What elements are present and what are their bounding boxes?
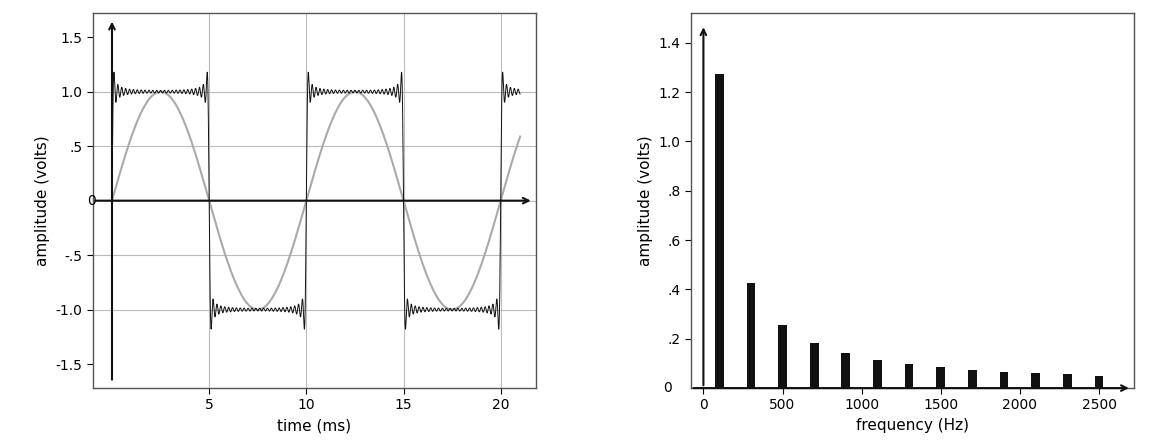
Text: 0: 0 [87, 194, 96, 208]
Bar [1000, 372, 1009, 388]
Bar [968, 370, 977, 388]
Bar [905, 364, 914, 388]
Y-axis label: amplitude (volts): amplitude (volts) [638, 135, 653, 266]
Bar [874, 359, 882, 388]
Y-axis label: amplitude (volts): amplitude (volts) [35, 135, 50, 266]
Bar [936, 367, 945, 388]
Bar [779, 325, 787, 388]
X-axis label: time (ms): time (ms) [277, 418, 352, 433]
X-axis label: frequency (Hz): frequency (Hz) [856, 418, 968, 433]
Bar [1095, 376, 1104, 388]
Text: 0: 0 [663, 381, 672, 395]
Bar [841, 353, 850, 388]
Bar [810, 343, 818, 388]
Bar [1063, 374, 1071, 388]
Bar [1031, 373, 1040, 388]
Bar [746, 284, 756, 388]
Bar [715, 74, 723, 388]
